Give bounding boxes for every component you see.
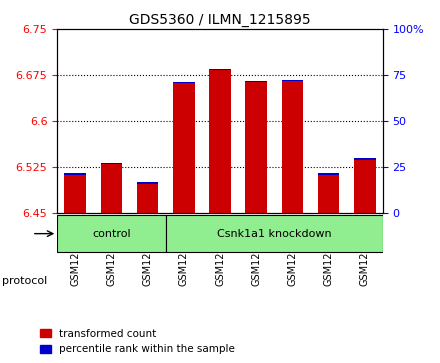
Bar xyxy=(173,82,194,83)
Text: control: control xyxy=(92,229,131,238)
Bar xyxy=(101,163,122,164)
Bar xyxy=(282,81,303,213)
Text: Csnk1a1 knockdown: Csnk1a1 knockdown xyxy=(217,229,332,238)
Bar xyxy=(166,215,383,252)
Text: protocol: protocol xyxy=(2,276,48,286)
Bar xyxy=(64,173,86,175)
Bar xyxy=(354,158,376,160)
Legend: transformed count, percentile rank within the sample: transformed count, percentile rank withi… xyxy=(40,329,235,354)
Bar xyxy=(318,173,339,175)
Bar xyxy=(318,175,339,213)
Bar xyxy=(101,164,122,213)
Bar xyxy=(246,81,267,82)
Title: GDS5360 / ILMN_1215895: GDS5360 / ILMN_1215895 xyxy=(129,13,311,26)
Bar xyxy=(137,184,158,213)
Bar xyxy=(57,215,166,252)
Bar xyxy=(209,69,231,70)
Bar xyxy=(64,175,86,213)
Bar xyxy=(209,70,231,213)
Bar xyxy=(282,80,303,81)
Bar xyxy=(173,83,194,213)
Bar xyxy=(246,82,267,213)
Bar xyxy=(354,160,376,213)
Bar xyxy=(137,182,158,184)
